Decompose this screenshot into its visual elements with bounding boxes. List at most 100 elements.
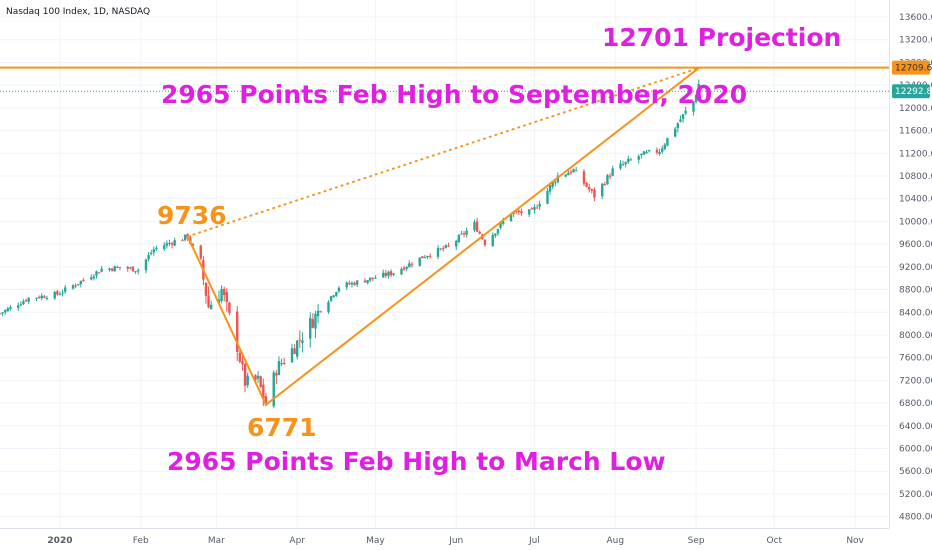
candle-body	[439, 248, 442, 250]
candle-body	[587, 186, 591, 190]
candle-body	[92, 276, 96, 279]
y-tick-label: 11600.00	[899, 127, 932, 137]
candle-body	[546, 190, 549, 204]
y-tick-label: 9600.00	[899, 240, 932, 250]
candle-body	[697, 83, 700, 94]
candle-body	[204, 282, 208, 296]
candle-body	[147, 255, 150, 260]
candle-body	[27, 297, 30, 302]
candle-body	[314, 313, 317, 329]
candle-body	[363, 280, 367, 283]
candle-body	[585, 182, 588, 187]
candle-body	[345, 282, 348, 288]
candle-body	[574, 170, 578, 172]
candle-body	[61, 292, 64, 294]
candle-body	[108, 268, 111, 270]
candle-body	[374, 277, 377, 279]
candle-body	[6, 308, 10, 312]
candle-body	[462, 233, 466, 235]
candle-body	[17, 305, 20, 308]
candle-body	[43, 296, 46, 298]
candle-body	[152, 249, 156, 253]
candle-body	[593, 189, 596, 198]
candle-body	[642, 151, 646, 155]
y-tick-label: 10400.00	[899, 195, 932, 205]
candle-body	[389, 271, 393, 276]
candle-body	[681, 114, 685, 119]
candle-body	[392, 273, 395, 275]
candle-body	[155, 247, 158, 249]
candle-body	[355, 280, 359, 285]
y-tick-label: 7600.00	[899, 354, 932, 364]
x-tick-label: Jul	[528, 536, 540, 546]
candle-body	[97, 272, 101, 274]
march-low-annotation: 6771	[247, 413, 317, 442]
y-tick-label: 9200.00	[899, 263, 932, 273]
candle-body	[572, 169, 575, 173]
candle-body	[79, 280, 83, 285]
y-tick-label: 6800.00	[899, 399, 932, 409]
time-axis[interactable]: 2020 Feb Mar Apr May Jun Jul Aug Sep Oct Nov	[47, 536, 864, 546]
candle-body	[223, 288, 226, 296]
candle-body	[679, 119, 682, 122]
trend-line-0[interactable]	[186, 235, 267, 406]
candle-body	[428, 255, 432, 257]
time-axis-border	[0, 528, 889, 529]
candle-body	[259, 376, 262, 387]
candle-body	[426, 255, 429, 258]
candle-body	[366, 280, 369, 283]
candle-body	[275, 373, 278, 376]
candle-body	[311, 319, 315, 328]
y-tick-label: 5200.00	[899, 490, 932, 500]
y-tick-label: 12000.00	[899, 104, 932, 114]
y-tick-label: 8800.00	[899, 286, 932, 296]
candle-body	[666, 137, 669, 146]
candle-body	[168, 242, 171, 244]
candle-body	[116, 266, 119, 268]
candle-body	[296, 340, 299, 357]
candle-body	[301, 340, 304, 343]
candle-body	[627, 158, 630, 163]
candle-body	[209, 304, 213, 310]
candle-body	[53, 291, 56, 299]
candle-body	[606, 175, 609, 185]
candle-body	[676, 123, 680, 129]
candle-body	[100, 268, 103, 272]
candle-body	[241, 361, 244, 365]
candle-body	[692, 101, 695, 112]
candle-body	[37, 296, 41, 299]
candle-body	[371, 277, 375, 279]
candle-body	[564, 174, 567, 177]
candle-body	[455, 240, 458, 247]
candle-body	[624, 161, 627, 165]
x-tick-label: Jun	[448, 536, 463, 546]
candle-body	[402, 267, 406, 270]
candle-body	[220, 288, 223, 301]
candle-body	[134, 271, 137, 273]
price-axis[interactable]: 4800.00 5200.00 5600.00 6000.00 6400.00 6800.…	[899, 13, 932, 523]
candle-body	[603, 184, 607, 186]
candle-body	[126, 266, 129, 269]
candle-body	[95, 271, 98, 276]
candle-body	[483, 239, 487, 246]
candle-body	[173, 240, 176, 246]
x-tick-label: Apr	[289, 536, 305, 546]
candle-body	[655, 149, 659, 153]
candle-body	[332, 295, 335, 297]
candle-body	[658, 151, 661, 154]
x-tick-label: 2020	[47, 536, 72, 546]
y-tick-label: 10800.00	[899, 172, 932, 182]
dotted-trend-line[interactable]	[186, 67, 700, 238]
candle-body	[337, 287, 341, 292]
y-tick-label: 10000.00	[899, 217, 932, 227]
x-tick-label: Feb	[133, 536, 149, 546]
candle-body	[387, 271, 390, 276]
candle-body	[501, 221, 505, 224]
candle-body	[473, 222, 476, 231]
candle-body	[9, 306, 12, 310]
candle-body	[129, 267, 132, 269]
trend-line-1[interactable]	[264, 67, 700, 406]
x-tick-label: Nov	[846, 536, 864, 546]
candle-body	[217, 299, 221, 304]
